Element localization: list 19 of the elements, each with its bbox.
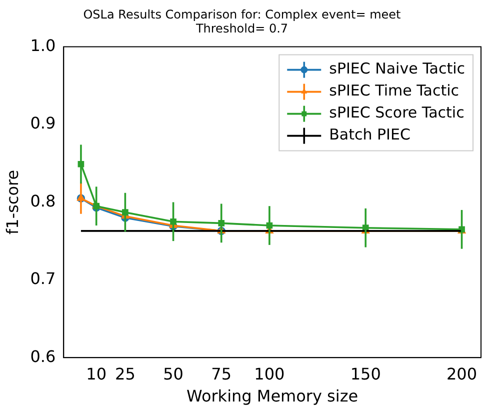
y-tick-label: 0.9 (30, 114, 56, 133)
legend-label: sPIEC Naive Tactic (329, 60, 466, 78)
y-axis-title: f1-score (2, 170, 22, 234)
y-tick-label: 0.7 (30, 269, 56, 288)
x-axis-title: Working Memory size (186, 386, 358, 406)
y-tick-label: 0.6 (30, 346, 56, 366)
x-tick-label: 100 (254, 364, 285, 384)
x-tick-label: 25 (115, 364, 136, 384)
y-tick-label: 0.8 (30, 191, 56, 210)
x-tick-label: 150 (350, 364, 381, 384)
x-tick-label: 10 (86, 364, 107, 384)
x-tick-label: 200 (446, 364, 478, 384)
legend-label: Batch PIEC (329, 126, 410, 144)
y-tick-label: 1.0 (30, 36, 56, 55)
chart-title: OSLa Results Comparison for: Complex event= meet Threshold= 0.7 (83, 7, 402, 36)
legend-label: sPIEC Time Tactic (329, 82, 460, 100)
legend-label: sPIEC Score Tactic (329, 104, 464, 122)
x-tick-label: 50 (163, 364, 184, 384)
x-tick-label: 75 (211, 364, 232, 384)
